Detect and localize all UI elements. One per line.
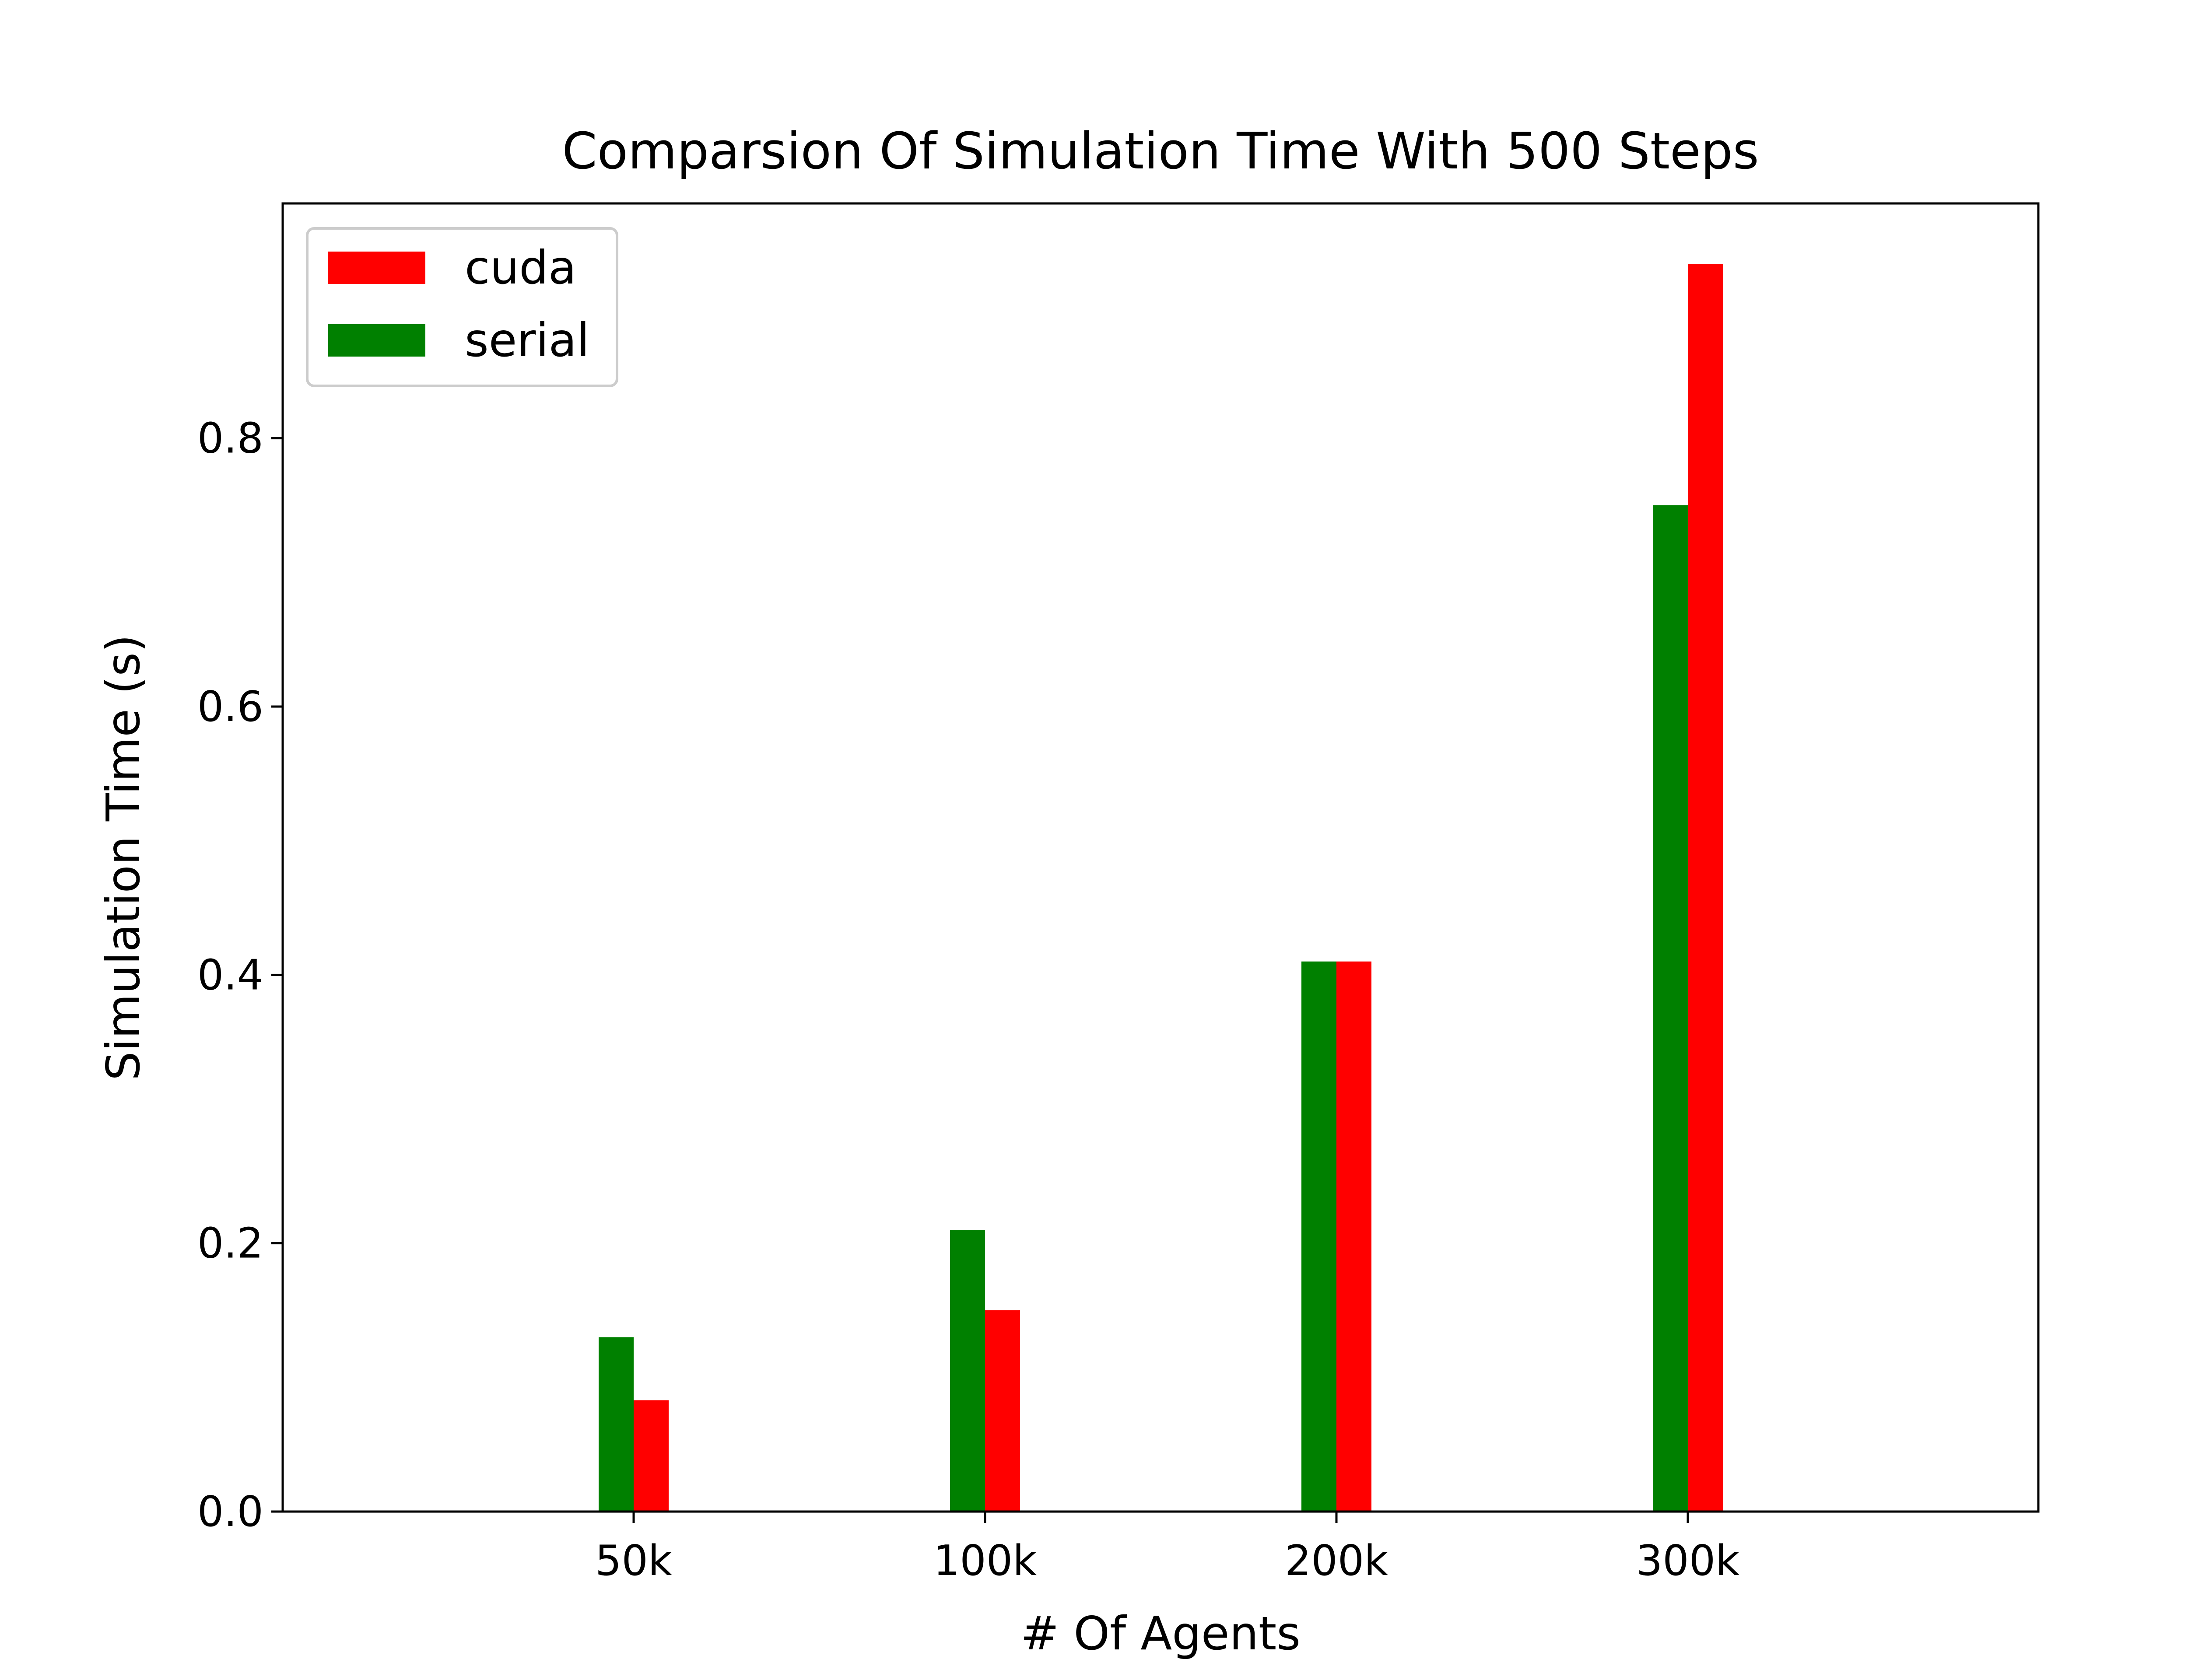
y-axis: 0.0 0.2 0.4 0.6 0.8 [197,415,283,1536]
y-tick-label: 0.4 [197,951,263,999]
chart-title: Comparsion Of Simulation Time With 500 S… [562,122,1759,181]
y-tick-label: 0.0 [197,1488,263,1536]
legend-label-serial: serial [465,314,589,367]
y-tick-label: 0.6 [197,683,263,731]
bar-cuda-50k [634,1400,669,1512]
bar-serial-100k [950,1230,985,1512]
x-axis: 50k 100k 200k 300k [595,1512,1739,1585]
y-tick-label: 0.2 [197,1220,263,1268]
bars-group [599,264,1723,1512]
y-axis-label: Simulation Time (s) [97,634,150,1081]
x-tick-label: 50k [595,1537,672,1585]
plot-area-frame [281,202,2040,1513]
bar-serial-50k [599,1337,634,1512]
legend: cuda serial [306,227,618,387]
bar-cuda-100k [985,1310,1020,1512]
legend-swatch-cuda [328,252,425,284]
bar-serial-300k [1653,505,1688,1512]
bar-cuda-300k [1688,264,1723,1512]
x-tick-label: 300k [1636,1537,1739,1585]
bar-cuda-200k [1336,961,1371,1512]
x-axis-label: # Of Agents [1020,1607,1301,1660]
legend-swatch-serial [328,324,425,357]
legend-label-cuda: cuda [465,241,576,294]
x-tick-label: 200k [1285,1537,1388,1585]
x-tick-label: 100k [933,1537,1037,1585]
y-tick-label: 0.8 [197,415,263,463]
bar-serial-200k [1301,961,1336,1512]
